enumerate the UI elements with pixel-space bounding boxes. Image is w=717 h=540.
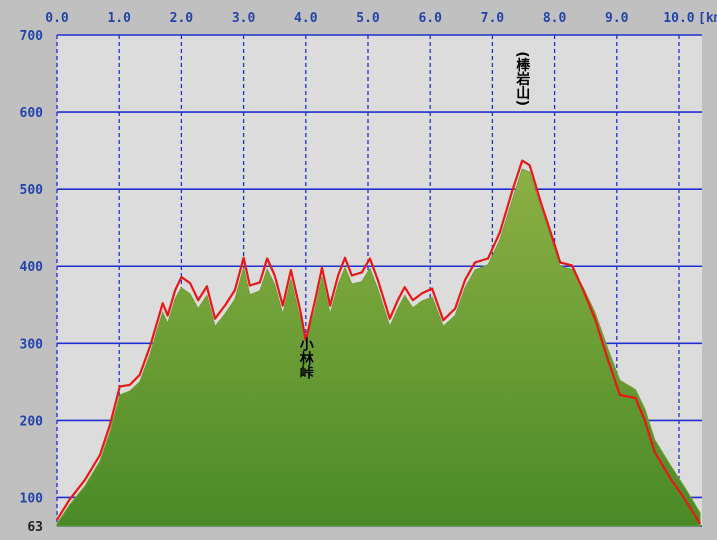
x-tick-label: 7.0 xyxy=(481,11,505,26)
x-tick-label: 4.0 xyxy=(294,11,318,26)
y-tick-label: 100 xyxy=(20,491,44,506)
elevation-line xyxy=(56,159,702,525)
x-tick-label: 9.0 xyxy=(605,11,629,26)
y-tick-label: 500 xyxy=(20,183,44,198)
annotation-text: 小林峠 xyxy=(298,337,314,380)
x-tick-label: 1.0 xyxy=(107,11,131,26)
x-tick-label: 8.0 xyxy=(543,11,567,26)
y-tick-label: 700 xyxy=(20,29,44,44)
x-tick-label: 0.0 xyxy=(45,11,69,26)
x-tick-label: 2.0 xyxy=(170,11,194,26)
x-unit-label: [km xyxy=(698,11,717,26)
y-tick-label: 63 xyxy=(27,520,43,535)
elevation-area xyxy=(56,168,701,527)
annotation: 小林峠 xyxy=(298,337,314,380)
y-tick-label: 600 xyxy=(20,106,44,121)
y-tick-label: 300 xyxy=(20,337,44,352)
x-tick-label: 6.0 xyxy=(418,11,442,26)
x-tick-label: 10.0 xyxy=(663,11,694,26)
annotation-text: (棒岩山) xyxy=(514,51,531,106)
annotation: (棒岩山) xyxy=(514,51,531,106)
y-tick-label: 400 xyxy=(20,260,44,275)
y-tick-label: 200 xyxy=(20,414,44,429)
x-tick-label: 5.0 xyxy=(356,11,380,26)
x-tick-label: 3.0 xyxy=(232,11,256,26)
